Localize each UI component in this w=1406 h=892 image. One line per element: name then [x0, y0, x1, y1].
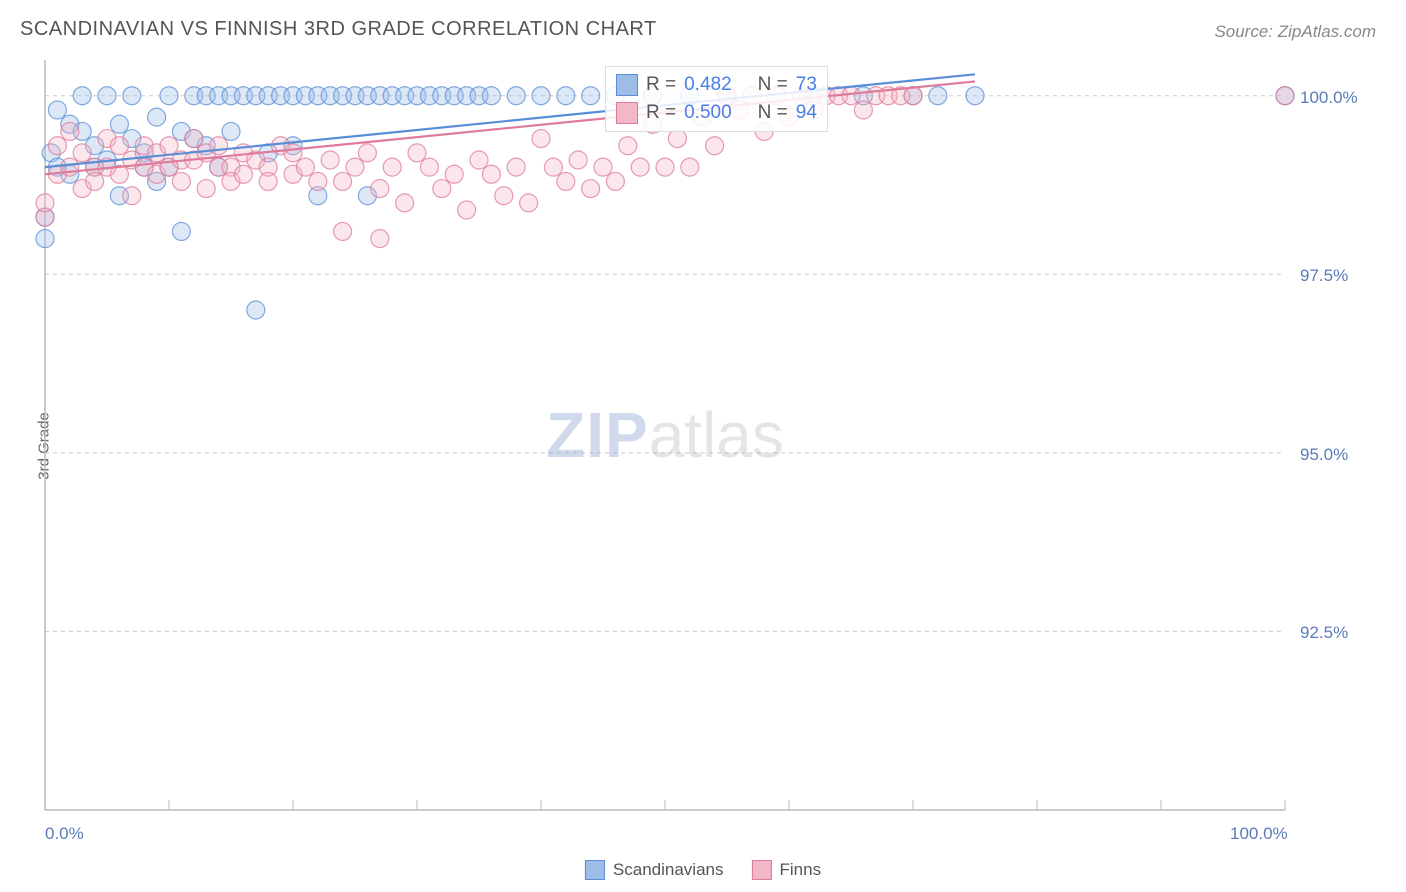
plot-area: ZIPatlas R =0.482N =73R =0.500N =94 — [45, 60, 1285, 810]
stats-N-label: N = — [758, 99, 788, 127]
stats-R-value: 0.500 — [684, 99, 732, 127]
legend-label: Scandinavians — [613, 860, 724, 880]
chart-title: SCANDINAVIAN VS FINNISH 3RD GRADE CORREL… — [20, 18, 657, 41]
ytick-label: 97.5% — [1300, 266, 1348, 286]
legend-item: Finns — [752, 860, 822, 880]
chart-container: SCANDINAVIAN VS FINNISH 3RD GRADE CORREL… — [0, 0, 1406, 892]
stats-R-value: 0.482 — [684, 71, 732, 99]
xtick-label: 0.0% — [45, 824, 84, 844]
xtick-label: 100.0% — [1230, 824, 1288, 844]
source-label: Source: ZipAtlas.com — [1214, 22, 1376, 42]
stats-row: R = 0.482 N = 73 — [616, 71, 817, 99]
bottom-legend: Scandinavians Finns — [585, 860, 821, 880]
legend-swatch — [752, 860, 772, 880]
ytick-label: 95.0% — [1300, 445, 1348, 465]
stats-N-value: 94 — [796, 99, 817, 127]
legend-swatch — [585, 860, 605, 880]
ytick-label: 100.0% — [1300, 88, 1358, 108]
stats-row: R = 0.500 N = 94 — [616, 99, 817, 127]
stats-swatch — [616, 74, 638, 96]
legend-label: Finns — [780, 860, 822, 880]
stats-legend-box: R = 0.482 N = 73 R = 0.500 N = 94 — [605, 66, 828, 132]
stats-N-value: 73 — [796, 71, 817, 99]
stats-R-label: R = — [646, 99, 676, 127]
stats-R-label: R = — [646, 71, 676, 99]
ytick-label: 92.5% — [1300, 623, 1348, 643]
legend-item: Scandinavians — [585, 860, 724, 880]
stats-N-label: N = — [758, 71, 788, 99]
chart-svg — [45, 60, 1285, 810]
stats-swatch — [616, 102, 638, 124]
